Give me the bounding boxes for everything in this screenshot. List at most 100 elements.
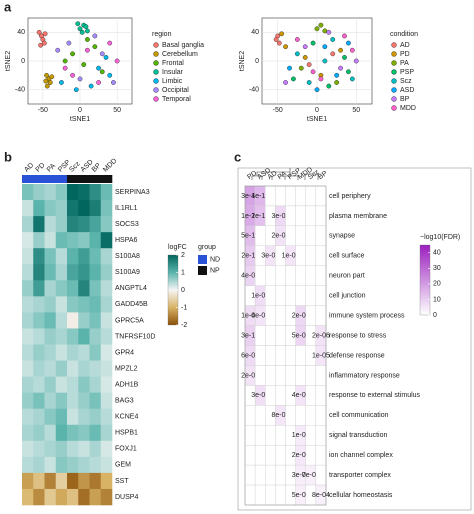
row-label: SST [115, 478, 129, 485]
empty-cell [315, 305, 327, 326]
heatmap-cell [33, 200, 45, 217]
heatmap-cell [22, 280, 34, 297]
heatmap-cell [100, 424, 113, 442]
row-label: FOXJ1 [115, 446, 137, 453]
heatmap-cell [44, 232, 57, 249]
heatmap-cell [33, 392, 45, 409]
empty-cell [275, 345, 286, 366]
empty-cell [244, 405, 256, 426]
empty-cell [275, 325, 286, 346]
cell-label: 2e-08 [292, 312, 310, 319]
heatmap-cell [89, 392, 102, 409]
legend-label: Frontal [162, 60, 184, 67]
data-point [107, 40, 113, 46]
heatmap-cell [78, 440, 90, 458]
heatmap-cell [67, 312, 79, 329]
cell-label: 4e-06 [292, 392, 310, 399]
panel-c-frame [237, 167, 472, 511]
row-label: neuron part [329, 273, 365, 280]
row-label: plasma membrane [329, 213, 387, 220]
data-point [81, 62, 87, 67]
empty-cell [305, 365, 317, 386]
heatmap-cell [33, 248, 45, 265]
heatmap-cell [100, 456, 113, 474]
panel-label: c [234, 149, 241, 164]
row-label: ADH1B [115, 381, 139, 388]
heatmap-cell [89, 264, 102, 281]
data-point [334, 80, 340, 85]
data-point [322, 44, 328, 50]
empty-cell [265, 444, 276, 466]
data-point [44, 83, 50, 89]
heatmap-cell [78, 280, 90, 297]
heatmap-cell [55, 200, 68, 217]
row-label: defense response [329, 352, 385, 359]
heatmap-cell [33, 232, 45, 249]
heatmap-cell [67, 264, 79, 281]
heatmap-cell [22, 344, 34, 361]
data-point [59, 80, 64, 85]
group-bar [89, 175, 102, 183]
empty-cell [254, 444, 266, 466]
row-label: GPR4 [115, 349, 134, 356]
x-tick-label: -50 [38, 107, 48, 114]
heatmap-cell [55, 184, 68, 201]
x-axis-label: tSNE1 [307, 116, 327, 123]
empty-cell [315, 365, 327, 386]
dendrogram [251, 168, 319, 180]
data-point [77, 26, 83, 32]
row-label: transporter complex [329, 472, 391, 479]
heatmap-cell [33, 296, 45, 313]
heatmap-cell [33, 264, 45, 281]
x-tick-label: 50 [113, 107, 121, 114]
empty-cell [305, 305, 317, 326]
heatmap-cell [89, 408, 102, 426]
data-point [283, 44, 288, 50]
data-point [314, 26, 320, 32]
row-label: synapse [329, 233, 355, 240]
data-point [346, 40, 351, 46]
legend-label: ASD [400, 87, 414, 94]
row-label: signal transduction [329, 432, 387, 439]
empty-cell [275, 185, 286, 207]
empty-cell [295, 365, 306, 386]
heatmap-cell [22, 248, 34, 265]
colorbar-tick-label: 10 [433, 296, 441, 303]
empty-cell [315, 425, 327, 446]
heatmap-cell [33, 424, 45, 442]
heatmap-cell [44, 328, 57, 345]
y-axis-label: tSNE2 [239, 51, 246, 71]
data-point [99, 69, 105, 75]
heatmap-cell [44, 424, 57, 442]
x-tick-label: 50 [352, 107, 360, 114]
heatmap-cell [22, 328, 34, 345]
heatmap-cell [55, 440, 68, 458]
data-point [326, 83, 332, 89]
empty-cell [244, 425, 256, 446]
row-label: S100A8 [115, 253, 140, 260]
heatmap-cell [89, 216, 102, 233]
row-label: DUSP4 [115, 494, 138, 501]
legend-swatch [153, 96, 159, 102]
heatmap-cell [89, 456, 102, 474]
empty-cell [315, 385, 327, 406]
heatmap-cell [89, 200, 102, 217]
column-label: AD [267, 170, 279, 181]
row-label: SOCS3 [115, 221, 139, 228]
legend-swatch [153, 42, 159, 48]
row-label: BAG3 [115, 398, 134, 405]
heatmap-cell [67, 200, 79, 217]
group-bar [67, 175, 79, 183]
cell-label: 1e-05 [282, 253, 300, 260]
cell-label: 4e-06 [251, 312, 269, 319]
colorbar-tick-label: 30 [433, 265, 441, 272]
data-point [92, 44, 98, 50]
colorbar-tick-label: 0 [181, 287, 185, 294]
row-label: ion channel complex [329, 452, 393, 459]
data-point [291, 76, 296, 82]
heatmap-cell [100, 392, 113, 409]
empty-cell [285, 405, 296, 426]
heatmap-cell [44, 488, 57, 506]
data-point [314, 87, 320, 93]
empty-cell [275, 385, 286, 406]
